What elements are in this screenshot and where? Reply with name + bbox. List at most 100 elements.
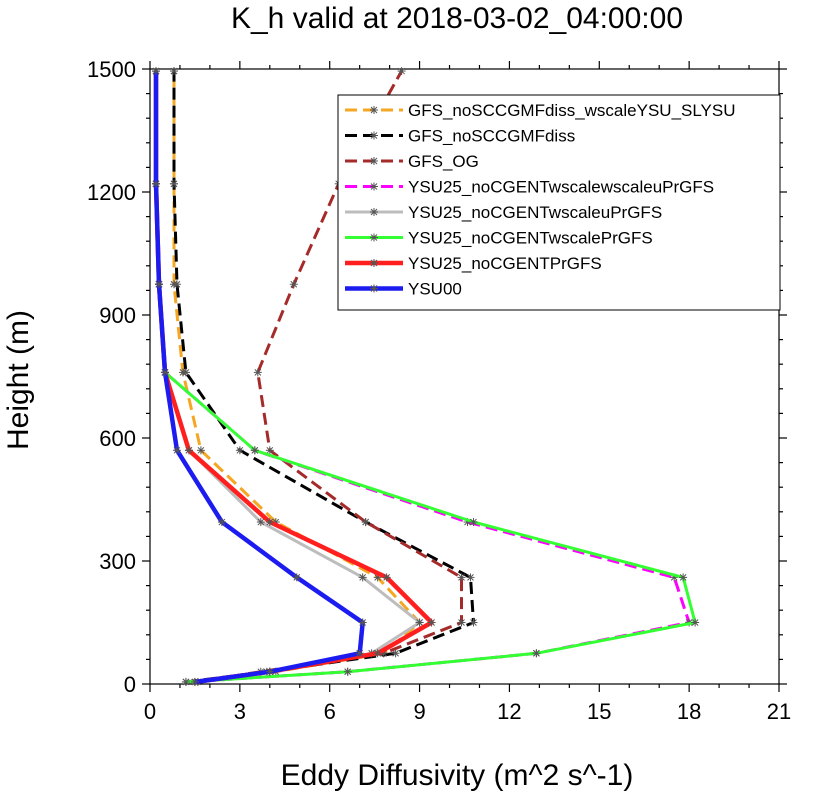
legend-label: GFS_noSCCGMFdiss: [408, 127, 575, 146]
data-point: [691, 618, 700, 627]
y-tick-label: 1500: [87, 57, 136, 82]
marker-d2: [359, 619, 367, 626]
data-point: [151, 67, 160, 76]
data-point: [358, 573, 367, 582]
marker-d2: [251, 446, 259, 454]
marker-d2: [173, 446, 181, 454]
data-point: [169, 67, 178, 76]
y-tick-label: 900: [99, 303, 136, 328]
y-tick-label: 300: [99, 549, 136, 574]
data-point: [196, 446, 205, 455]
marker-d2: [266, 446, 274, 454]
marker-d2: [266, 668, 274, 676]
data-point: [256, 518, 265, 527]
data-point: [469, 618, 478, 627]
data-point: [361, 518, 370, 527]
data-point: [415, 618, 424, 627]
marker-d2: [359, 574, 367, 581]
legend-marker-d2: [370, 234, 378, 241]
data-point: [373, 649, 382, 658]
data-point: [289, 280, 298, 289]
legend-marker-d2: [370, 157, 378, 165]
marker-d2: [392, 649, 399, 657]
marker-d2: [293, 574, 301, 581]
data-point: [151, 179, 160, 188]
data-point: [181, 368, 190, 377]
data-point: [265, 446, 274, 455]
axis-ticks: 0 3 6 9 12 15 18 21 0 300 600 900 1200 1500: [87, 57, 791, 724]
legend-marker-d2: [370, 183, 378, 190]
x-axis-label: Eddy Diffusivity (m^2 s^-1): [281, 759, 634, 792]
y-tick-label: 600: [99, 426, 136, 451]
legend-label: YSU25_noCGENTwscaleuPrGFS: [408, 203, 662, 222]
legend-marker-d2: [370, 106, 378, 114]
marker-d2: [197, 446, 205, 454]
marker-d2: [152, 67, 160, 75]
marker-d2: [185, 446, 193, 454]
data-point: [253, 368, 262, 377]
marker-d2: [290, 280, 298, 288]
legend-marker-d2: [370, 285, 378, 292]
marker-d2: [679, 574, 687, 581]
x-tick-label: 18: [677, 699, 701, 724]
marker-d2: [161, 369, 169, 376]
data-point: [250, 446, 259, 455]
marker-d2: [383, 574, 390, 581]
legend-box: [337, 94, 781, 311]
legend-label: GFS_OG: [408, 152, 479, 171]
legend-label: YSU25_noCGENTwscalewscaleuPrGFS: [408, 178, 714, 197]
marker-d2: [152, 180, 160, 188]
data-point: [265, 667, 274, 676]
data-point: [172, 280, 181, 289]
data-point: [427, 618, 436, 627]
marker-d2: [458, 619, 465, 626]
legend-marker-d2: [370, 259, 378, 267]
data-point: [154, 280, 163, 289]
marker-d2: [182, 678, 190, 686]
marker-d2: [398, 67, 405, 75]
marker-d2: [344, 668, 352, 676]
data-point: [343, 667, 352, 676]
x-tick-label: 21: [767, 699, 791, 724]
marker-d2: [236, 446, 244, 454]
data-point: [265, 518, 274, 527]
data-point: [532, 649, 541, 658]
marker-d2: [356, 649, 364, 657]
marker-d2: [691, 619, 699, 626]
data-point: [172, 446, 181, 455]
legend-label: YSU25_noCGENTPrGFS: [408, 254, 602, 273]
legend-label: YSU00: [408, 280, 462, 299]
data-point: [457, 618, 466, 627]
y-tick-label: 0: [124, 672, 136, 697]
legend-marker-d2: [370, 208, 378, 216]
marker-d2: [191, 678, 199, 686]
data-point: [160, 368, 169, 377]
plot-area-frame: [149, 68, 780, 685]
marker-d2: [470, 518, 477, 526]
x-tick-label: 0: [144, 699, 156, 724]
data-point: [217, 518, 226, 527]
legend-label: YSU25_noCGENTwscalePrGFS: [408, 229, 653, 248]
x-tick-label: 6: [324, 699, 336, 724]
marker-d2: [467, 574, 474, 581]
data-point: [466, 573, 475, 582]
data-point: [457, 573, 466, 582]
y-tick-label: 1200: [87, 180, 136, 205]
data-point: [382, 573, 391, 582]
x-tick-label: 3: [234, 699, 246, 724]
legend-marker-d2: [370, 132, 378, 139]
marker-d2: [362, 518, 370, 526]
x-tick-label: 15: [587, 699, 611, 724]
data-point: [235, 446, 244, 455]
data-point: [469, 518, 478, 527]
legend-label: GFS_noSCCGMFdiss_wscaleYSU_SLYSU: [408, 101, 736, 120]
data-point: [679, 573, 688, 582]
marker-d2: [428, 619, 435, 626]
data-point: [181, 677, 190, 686]
marker-d2: [533, 649, 540, 657]
x-tick-label: 12: [497, 699, 521, 724]
legend: GFS_noSCCGMFdiss_wscaleYSU_SLYSU GFS_noSC…: [337, 94, 781, 311]
marker-d2: [374, 649, 381, 657]
data-point: [292, 573, 301, 582]
